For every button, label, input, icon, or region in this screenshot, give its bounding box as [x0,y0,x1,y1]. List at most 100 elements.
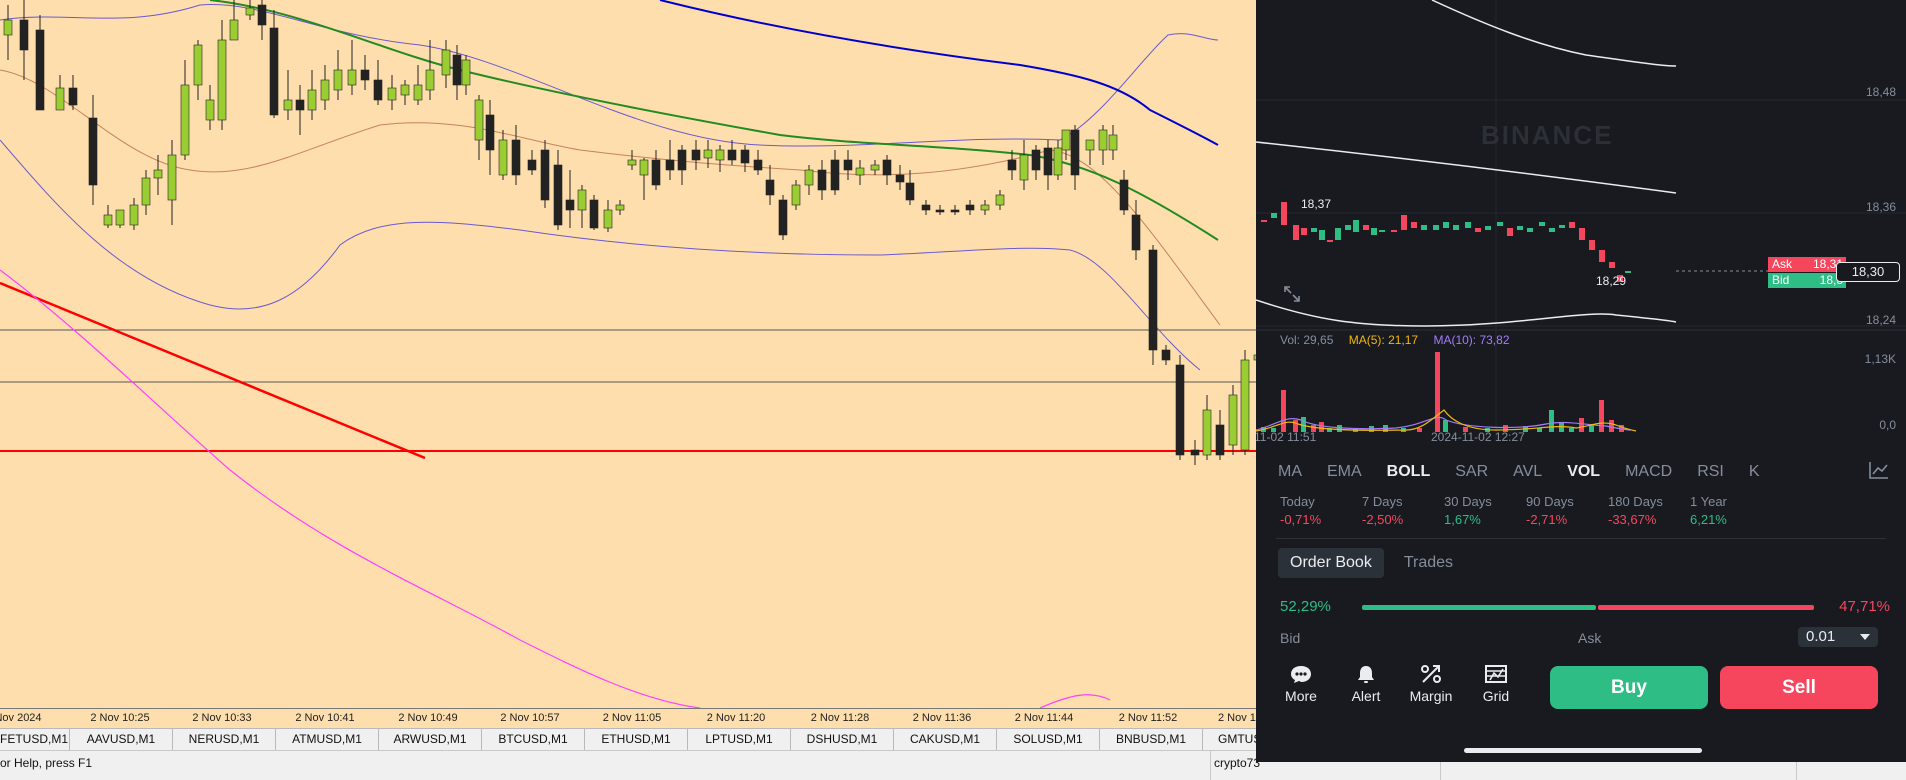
symbol-tab[interactable]: GMTUSD,M1 [1203,729,1256,750]
candle-bull [703,149,713,159]
orderbook-tabs: Order Book Trades [1278,548,1473,578]
indicator-tab[interactable]: EMA [1327,463,1362,480]
candle-bull [1202,409,1212,456]
symbol-tab[interactable]: NERUSD,M1 [173,729,276,750]
sell-button[interactable]: Sell [1720,666,1878,709]
symbol-tab[interactable]: ATMUSD,M1 [276,729,379,750]
precision-select[interactable]: 0.01 [1798,627,1878,647]
candle-bear [511,139,521,176]
candle-bear [1401,215,1407,230]
candle-bear [830,159,840,191]
candle-bear [269,27,279,116]
symbol-tab[interactable]: FETUSD,M1 [0,729,70,750]
candle-bear [753,159,763,171]
candle-bull [193,44,203,86]
candle-bull [1019,154,1029,181]
symbol-tab[interactable]: ETHUSD,M1 [585,729,688,750]
candle-bull [441,49,451,76]
symbol-tab[interactable]: AAVUSD,M1 [70,729,173,750]
indicator-settings-icon[interactable] [1868,460,1890,480]
candle-bull [1549,228,1555,232]
buy-button[interactable]: Buy [1550,666,1708,709]
indicator-tab[interactable]: K [1748,463,1760,480]
mt-time-axis: Nov 2024 2 Nov 10:25 2 Nov 10:33 2 Nov 10:4… [0,708,1262,728]
expand-chart-icon[interactable] [1282,284,1302,304]
candle-bear [1031,149,1041,171]
candle-bull [1433,225,1439,230]
status-separator [1210,751,1211,780]
indicator-tab[interactable]: AVL [1513,463,1543,480]
performance-item: 30 Days 1,67% [1444,494,1534,527]
margin-button[interactable]: Margin [1403,664,1459,704]
candle-bear [1363,225,1369,230]
vol-value: Vol: 29,65 [1280,333,1334,347]
symbol-tab[interactable]: ARWUSD,M1 [379,729,482,750]
performance-period: Today [1280,494,1315,509]
performance-period: 90 Days [1526,494,1574,509]
candle-bull [870,164,880,171]
performance-change: 1,67% [1444,512,1481,527]
alert-button[interactable]: Alert [1338,664,1394,704]
candle-bear [1599,250,1605,262]
vol-ma5-line [1256,409,1637,432]
indicator-tab[interactable]: VOL [1567,463,1601,480]
candle-bull [1345,225,1351,230]
candle-bull [1108,134,1118,151]
candle-bear [1119,179,1129,211]
vol-ma10-value: MA(10): 73,82 [1433,333,1510,347]
candle-bull [320,79,330,101]
candle-bull [1061,129,1071,151]
indicator-tabs: MA EMA BOLL SAR AVL VOL MACD RSI K [1256,454,1906,490]
candle-bull [153,169,163,179]
candle-bear [540,149,550,201]
candle-bull [1085,139,1095,151]
candle-bear [1301,228,1307,235]
indicator-tab[interactable]: RSI [1697,463,1724,480]
indicator-tab[interactable]: MA [1278,463,1302,480]
performance-period: 7 Days [1362,494,1403,509]
performance-item: 1 Year 6,21% [1690,494,1780,527]
volume-bar-bear [1609,420,1614,432]
status-account-name: crypto73 [1214,756,1261,770]
candle-bull [333,69,343,91]
performance-item: 180 Days -33,67% [1608,494,1698,527]
more-button[interactable]: More [1273,664,1329,704]
volume-bar-bear [1463,427,1468,432]
volume-bar-bear [1599,400,1604,432]
volume-bar-bear [1417,428,1422,432]
candle-bull [1371,228,1377,235]
symbol-tab[interactable]: LPTUSD,M1 [688,729,791,750]
mt-chart-area[interactable] [0,0,1256,708]
tab-trades[interactable]: Trades [1403,554,1454,571]
bid-tag-label: Bid [1772,273,1790,287]
candle-bull [995,194,1005,206]
candle-bull [1319,230,1325,240]
candle-bull [1379,230,1385,232]
volume-legend: Vol: 29,65 MA(5): 21,17 MA(10): 73,82 [1280,333,1522,347]
candle-bear [1131,214,1141,251]
boll-lower-line [1256,299,1677,327]
time-axis-label: 2 Nov 10:33 [192,712,252,724]
candle-bear [895,174,905,183]
candle-bear [1007,159,1017,171]
candle-bull [1271,213,1277,218]
candle-bull [1527,228,1533,232]
symbol-tab[interactable]: CAKUSD,M1 [894,729,997,750]
symbol-tab[interactable]: BTCUSD,M1 [482,729,585,750]
vol-ma10-line [1256,416,1632,431]
binance-kline-chart[interactable] [1256,0,1906,450]
symbol-tab[interactable]: DSHUSD,M1 [791,729,894,750]
candle-bull [1559,225,1565,228]
candle-bull [474,99,484,141]
indicator-tab[interactable]: BOLL [1386,463,1431,480]
indicator-tab[interactable]: MACD [1625,463,1673,480]
indicator-tab[interactable]: SAR [1455,463,1489,480]
candle-bull [980,204,990,211]
candle-bull [855,167,865,176]
symbol-tab[interactable]: BNBUSD,M1 [1100,729,1203,750]
tab-order-book[interactable]: Order Book [1278,548,1384,578]
symbol-tab[interactable]: SOLUSD,M1 [997,729,1100,750]
grid-button[interactable]: Grid [1468,664,1524,704]
candle-bear [1609,262,1615,268]
volume-bar-bear [1311,425,1316,432]
